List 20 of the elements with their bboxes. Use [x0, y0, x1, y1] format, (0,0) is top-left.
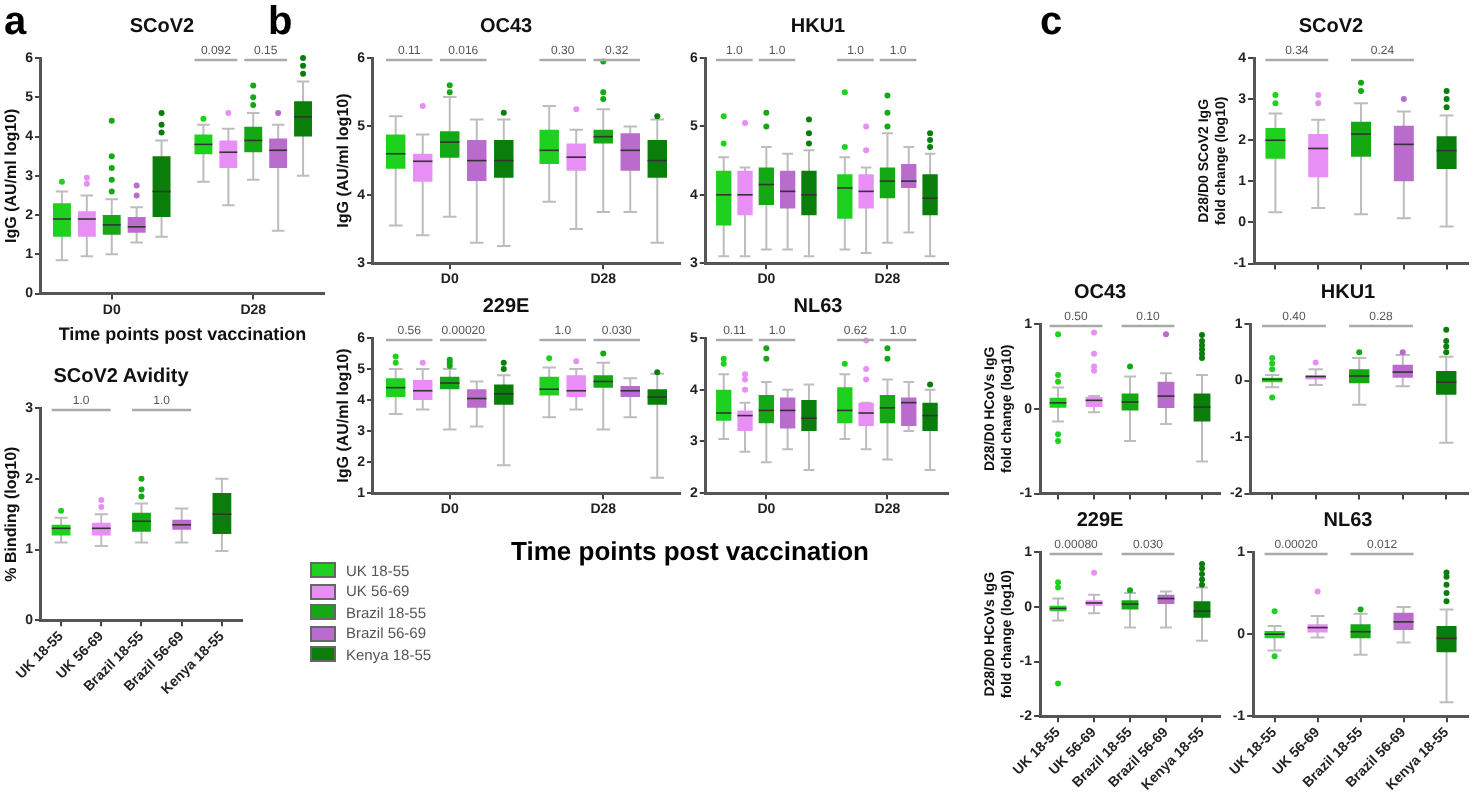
chart-title: 229E [482, 295, 531, 318]
chart-title: SCoV2 [1298, 15, 1365, 38]
y-axis-title: IgG (AU/ml log10) [334, 92, 353, 228]
chart-title: OC43 [479, 15, 533, 38]
x-axis-title: Time points post vaccination [58, 324, 307, 345]
x-axis-title: Time points post vaccination [511, 536, 869, 566]
chart-title: HKU1 [1320, 281, 1377, 304]
y-axis-title: % Binding (log10) [2, 445, 21, 582]
chart-title: SCoV2 [129, 15, 196, 38]
text: a [4, 0, 27, 44]
y-axis-title: IgG (AU/ml log10) [334, 347, 353, 483]
chart-title: NL63 [793, 295, 844, 318]
text: c [1040, 0, 1063, 44]
text: b [268, 0, 293, 44]
chart-title: NL63 [1323, 509, 1374, 532]
chart-title: OC43 [1073, 281, 1127, 304]
chart-title: HKU1 [790, 15, 847, 38]
chart-title: 229E [1076, 509, 1125, 532]
y-axis-title: IgG (AU/ml log10) [2, 108, 21, 243]
chart-title: SCoV2 Avidity [53, 365, 190, 388]
